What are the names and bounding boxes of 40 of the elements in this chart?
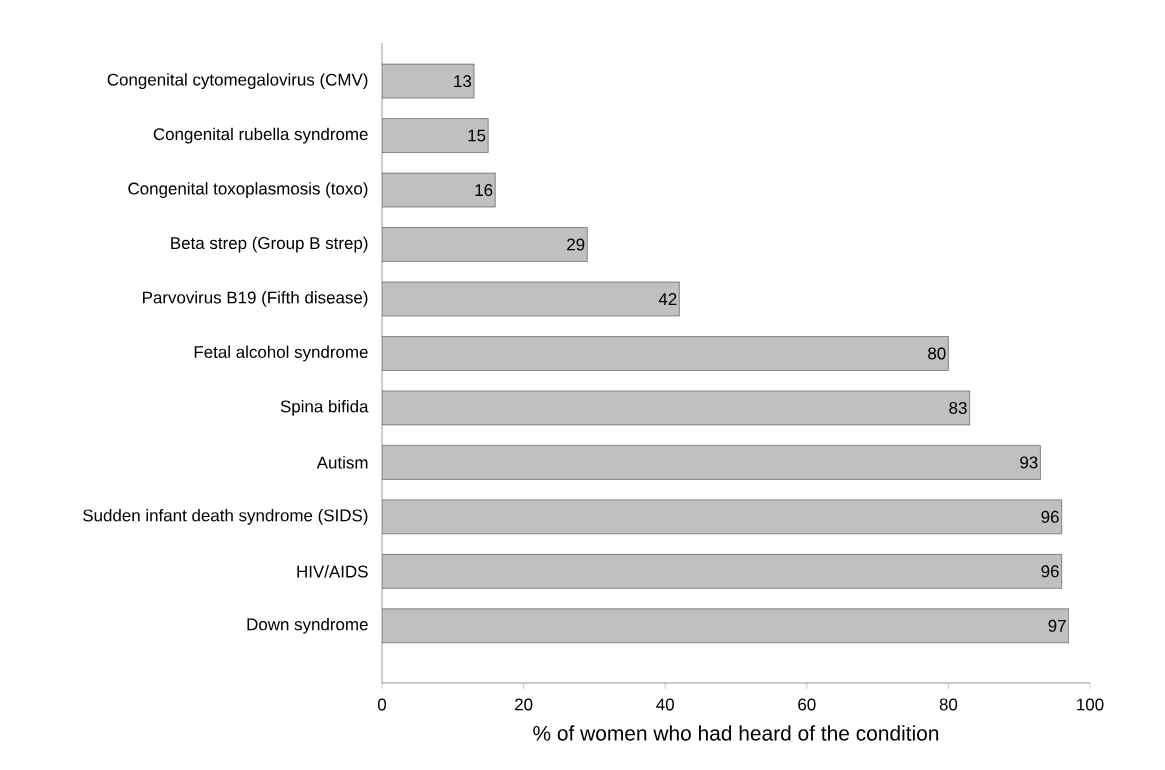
y-tick-label: Congenital toxoplasmosis (toxo)	[128, 182, 368, 198]
data-label: 96	[1041, 565, 1059, 578]
bar	[382, 554, 1062, 589]
data-label: 15	[468, 129, 486, 142]
x-tick-label: 60	[798, 698, 816, 711]
x-tick-label: 40	[656, 698, 674, 711]
data-label: 83	[949, 401, 967, 414]
y-tick-label: Beta strep (Group B strep)	[171, 236, 368, 253]
x-axis-title: % of women who had heard of the condition	[533, 725, 939, 741]
y-tick-label: Congenital cytomegalovirus (CMV)	[107, 73, 368, 90]
data-label: 93	[1020, 456, 1038, 469]
data-label: 16	[475, 184, 493, 197]
y-tick-label: Sudden infant death syndrome (SIDS)	[83, 508, 368, 525]
x-tick-label: 100	[1077, 698, 1104, 711]
data-label: 80	[928, 347, 946, 360]
y-tick-label: Congenital rubella syndrome	[153, 127, 368, 144]
data-label: 13	[454, 75, 472, 88]
y-tick-label: Spina bifida	[280, 400, 369, 416]
bar	[382, 608, 1069, 643]
data-label: 42	[658, 293, 677, 305]
bar	[382, 227, 588, 262]
data-label: 29	[567, 238, 585, 251]
data-label: 97	[1048, 619, 1066, 632]
bar	[382, 390, 970, 426]
bar	[382, 281, 680, 317]
bar	[382, 499, 1062, 535]
y-tick-label: Fetal alcohol syndrome	[194, 345, 368, 362]
y-tick-label: Down syndrome	[247, 617, 368, 634]
bar	[382, 118, 489, 153]
bar	[382, 172, 496, 208]
x-tick-label: 80	[939, 698, 958, 711]
bar	[382, 336, 949, 371]
data-label: 96	[1041, 510, 1059, 523]
y-tick-label: Parvovirus B19 (Fifth disease)	[143, 291, 368, 307]
y-tick-label: Autism	[316, 456, 368, 469]
y-tick-label: HIV/AIDS	[297, 565, 368, 578]
x-tick-label: 0	[377, 698, 387, 711]
bar	[382, 445, 1041, 480]
bar	[382, 63, 475, 99]
x-tick-label: 20	[515, 698, 533, 711]
